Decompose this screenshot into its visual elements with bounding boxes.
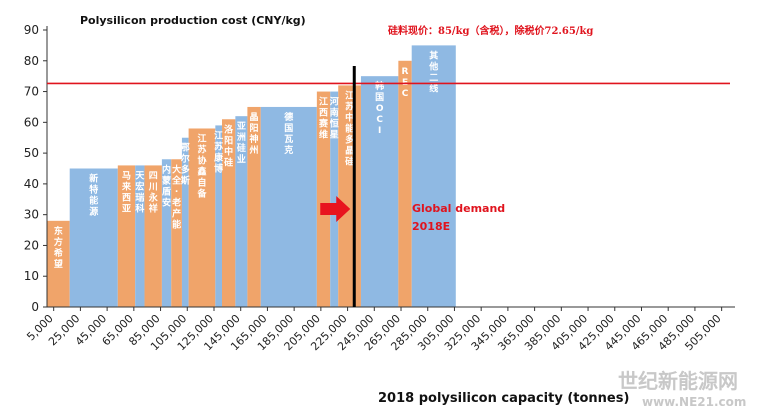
y-tick-label-6: 60	[24, 115, 39, 129]
bar-9	[215, 125, 223, 308]
bar-label-10: 洛阳中硅	[224, 123, 234, 168]
bar-10	[222, 119, 236, 307]
bar-14	[316, 91, 331, 307]
overlays-layer	[47, 66, 730, 307]
y-tick-label-4: 40	[24, 177, 39, 191]
bar-label-8: 江苏协鑫自备	[196, 132, 207, 199]
bar-19	[411, 45, 456, 308]
bar-1	[69, 168, 118, 307]
bar-label-11: 亚洲硅业	[237, 121, 246, 165]
bar-12	[247, 106, 261, 307]
bar-17	[360, 76, 399, 308]
watermark-logo: 世纪新能源网	[618, 369, 738, 393]
demand-label-2: 2018E	[412, 220, 450, 233]
bar-3	[135, 165, 145, 307]
watermark-url: www.NE21.com	[642, 395, 746, 409]
y-tick-label-8: 80	[24, 54, 39, 68]
bar-7	[181, 137, 189, 307]
x-axis-label: 2018 polysilicon capacity (tonnes)	[378, 391, 629, 406]
bar-label-2: 马来西亚	[121, 170, 132, 214]
bar-2	[117, 165, 136, 307]
bar-11	[235, 116, 248, 307]
y-tick-label-5: 50	[24, 146, 39, 160]
bar-label-16: 江苏中能多晶硅	[345, 89, 354, 167]
bar-label-13: 德国瓦克	[284, 111, 293, 156]
y-tick-label-7: 70	[24, 85, 39, 99]
y-tick-label-3: 30	[24, 208, 39, 222]
bar-label-12: 晶阳神州	[249, 112, 259, 156]
bar-6	[171, 159, 182, 307]
bar-5	[161, 159, 172, 307]
y-tick-label-2: 20	[24, 238, 39, 252]
bar-8	[188, 128, 216, 307]
bar-label-7: 鄂尔多斯	[180, 143, 190, 187]
bar-15	[330, 91, 339, 307]
bar-label-14: 江西赛维	[318, 96, 329, 141]
bar-label-3: 天宏瑞科	[135, 170, 145, 214]
bar-label-17: 韩国 O C I	[375, 80, 384, 136]
price-note: 硅料现价：85/kg（含税），除税价72.65/kg	[388, 24, 593, 37]
bars-layer	[47, 45, 456, 308]
bar-label-5: 内蒙盾安	[162, 163, 171, 208]
bar-label-1: 新特能源	[89, 173, 98, 218]
demand-arrow-icon	[320, 196, 351, 222]
bar-label-19: 其他二线	[428, 49, 438, 94]
bar-labels-layer: 东方希望 新特能源 马来西亚天宏瑞科四川永祥内蒙盾安大全·老产能鄂尔多斯江苏协鑫自备…	[54, 49, 438, 269]
bar-label-6: 大全·老产能	[171, 163, 182, 230]
y-tick-label-1: 10	[24, 269, 39, 283]
demand-label-1: Global demand	[412, 202, 505, 215]
y-tick-label-0: 0	[31, 300, 39, 314]
chart-title: Polysilicon production cost (CNY/kg)	[80, 14, 306, 27]
bar-label-4: 四川永祥	[148, 170, 159, 214]
bar-13	[260, 106, 317, 307]
y-tick-label-9: 90	[24, 23, 39, 37]
bar-0	[47, 220, 70, 307]
bar-18	[398, 60, 412, 308]
bar-4	[144, 165, 162, 307]
bar-label-9: 江苏康博	[214, 129, 224, 174]
bar-label-15: 河南恒星	[330, 96, 339, 141]
bar-label-0: 东方希望	[54, 225, 63, 270]
